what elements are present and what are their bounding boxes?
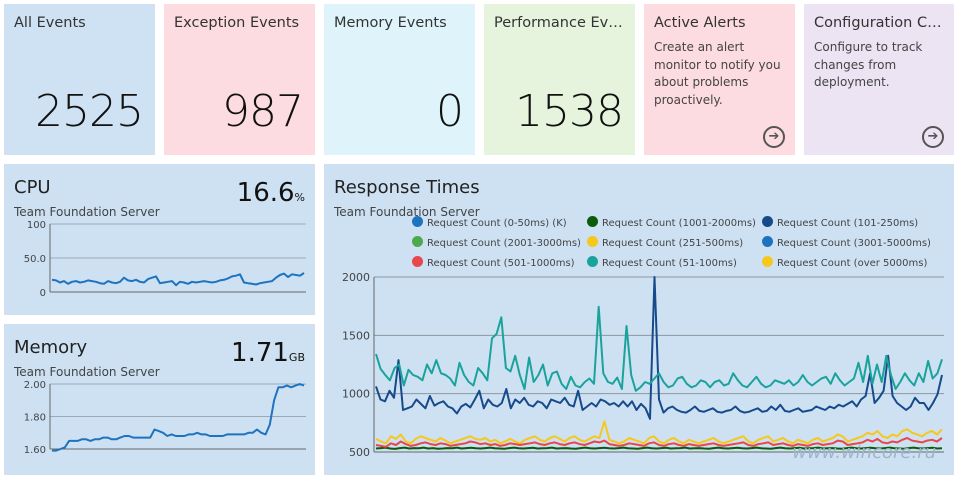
- y-tick-label: 1000: [342, 388, 370, 401]
- arrow-circle-icon[interactable]: ➔: [763, 126, 785, 148]
- series-line: [375, 276, 943, 420]
- tile-title: Configuration Ch…: [814, 15, 948, 31]
- y-tick-label: 500: [349, 446, 370, 459]
- y-tick-label: 1.60: [24, 445, 46, 456]
- legend-item[interactable]: Request Count (3001-5000ms): [762, 236, 931, 249]
- legend-swatch: [587, 256, 598, 267]
- y-tick-label: 1.80: [24, 413, 46, 424]
- legend-item[interactable]: Request Count (0-50ms) (K): [412, 216, 567, 229]
- panel-title: Response Times: [334, 177, 480, 198]
- legend-label: Request Count (0-50ms) (K): [427, 218, 567, 229]
- tile-title: Exception Events: [174, 15, 300, 31]
- panel-title: Memory: [14, 337, 88, 358]
- tile-title: Active Alerts: [654, 15, 746, 31]
- cpu-value: 16.6%: [237, 178, 305, 208]
- memory-value-number: 1.71: [231, 338, 289, 368]
- response-times-chart: 2000 1500 1000 500: [342, 271, 944, 459]
- legend-swatch: [762, 256, 773, 267]
- series-line: [375, 420, 943, 445]
- series-line: [375, 446, 943, 450]
- y-tick-label: 1500: [342, 329, 370, 342]
- panel-subtitle: Team Foundation Server: [334, 205, 480, 219]
- tile-title: All Events: [14, 15, 86, 31]
- y-tick-label: 0: [40, 288, 46, 299]
- y-tick-label: 50.0: [24, 254, 46, 265]
- panel-title: CPU: [14, 177, 51, 198]
- legend-swatch: [587, 216, 598, 227]
- series-line: [52, 383, 305, 452]
- legend-item[interactable]: Request Count (101-250ms): [762, 216, 918, 229]
- memory-chart: 2.00 1.80 1.60: [24, 380, 306, 456]
- legend-label: Request Count (101-250ms): [777, 218, 919, 229]
- legend-label: Request Count (1001-2000ms): [602, 218, 756, 229]
- panel-subtitle: Team Foundation Server: [14, 205, 160, 219]
- legend-swatch: [587, 236, 598, 247]
- tile-performance-events[interactable]: Performance Eve… 1538: [484, 4, 635, 155]
- series-line: [51, 272, 305, 287]
- tile-title: Performance Eve…: [494, 15, 629, 31]
- y-tick-label: 100: [27, 220, 46, 231]
- cpu-value-unit: %: [294, 191, 305, 204]
- legend-label: Request Count (501-1000ms): [427, 258, 575, 269]
- tile-memory-events[interactable]: Memory Events 0: [324, 4, 475, 155]
- legend-item[interactable]: Request Count (over 5000ms): [762, 256, 927, 269]
- tile-all-events[interactable]: All Events 2525: [4, 4, 155, 155]
- legend-item[interactable]: Request Count (1001-2000ms): [587, 216, 756, 229]
- tile-title: Memory Events: [334, 15, 447, 31]
- cpu-panel[interactable]: CPU Team Foundation Server 16.6% 100 50.0…: [4, 164, 315, 315]
- tile-exception-events[interactable]: Exception Events 987: [164, 4, 315, 155]
- memory-value: 1.71GB: [231, 338, 305, 368]
- tile-value: 987: [222, 86, 304, 137]
- legend-swatch: [762, 236, 773, 247]
- legend-swatch: [762, 216, 773, 227]
- response-times-panel[interactable]: Response Times Team Foundation Server Re…: [324, 164, 954, 475]
- tile-value: 2525: [35, 86, 144, 137]
- legend-label: Request Count (3001-5000ms): [777, 238, 931, 249]
- memory-value-unit: GB: [288, 351, 305, 364]
- cpu-value-number: 16.6: [236, 178, 295, 208]
- memory-panel[interactable]: Memory Team Foundation Server 1.71GB 2.0…: [4, 324, 315, 475]
- legend-item[interactable]: Request Count (51-100ms): [587, 256, 737, 269]
- panel-subtitle: Team Foundation Server: [14, 365, 160, 379]
- legend-item[interactable]: Request Count (501-1000ms): [412, 256, 575, 269]
- legend-swatch: [412, 236, 423, 247]
- legend-label: Request Count (2001-3000ms): [427, 238, 581, 249]
- legend-item[interactable]: Request Count (251-500ms): [587, 236, 743, 249]
- legend-swatch: [412, 256, 423, 267]
- tile-configuration-changes[interactable]: Configuration Ch… Configure to track cha…: [804, 4, 954, 155]
- watermark: www.wincore.ru: [792, 442, 936, 463]
- legend-label: Request Count (over 5000ms): [777, 258, 928, 269]
- series-line: [375, 305, 943, 392]
- y-tick-label: 2000: [342, 271, 370, 284]
- series-line: [375, 437, 943, 448]
- legend-item[interactable]: Request Count (2001-3000ms): [412, 236, 581, 249]
- legend-swatch: [412, 216, 423, 227]
- tile-value: 0: [436, 86, 464, 137]
- y-tick-label: 2.00: [24, 380, 46, 391]
- tile-value: 1538: [515, 86, 624, 137]
- legend-label: Request Count (251-500ms): [602, 238, 744, 249]
- tile-active-alerts[interactable]: Active Alerts Create an alert monitor to…: [644, 4, 795, 155]
- tile-description: Create an alert monitor to notify you ab…: [654, 40, 781, 107]
- arrow-circle-icon[interactable]: ➔: [922, 126, 944, 148]
- legend-label: Request Count (51-100ms): [602, 258, 737, 269]
- tile-description: Configure to track changes from deployme…: [814, 40, 923, 89]
- cpu-chart: 100 50.0 0: [24, 220, 306, 299]
